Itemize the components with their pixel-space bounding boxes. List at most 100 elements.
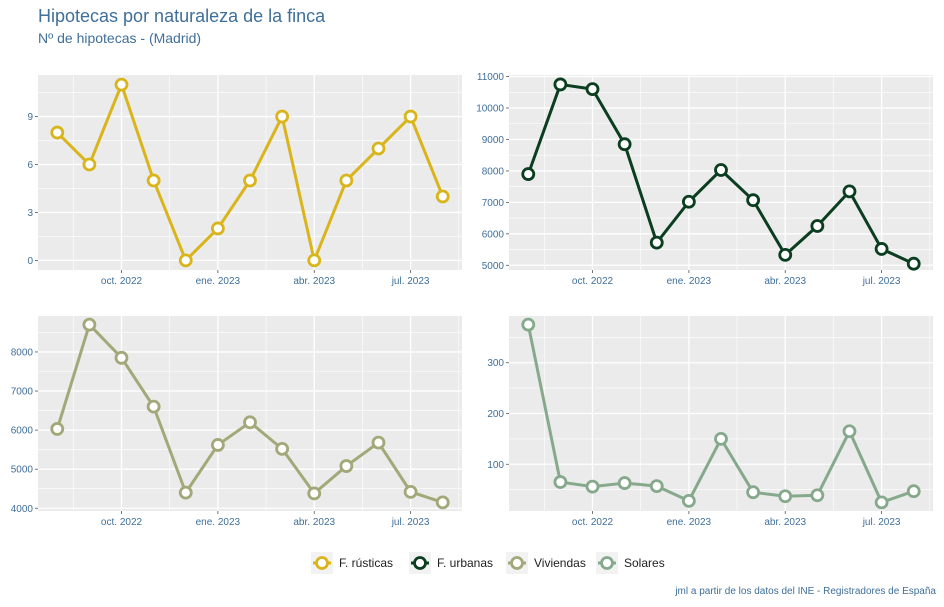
data-point [243,415,257,430]
data-point [275,441,290,456]
y-tick-label: 300 [487,358,504,369]
data-point [210,438,225,452]
panel-2: 5000 6000 7000 8000 9000 10000 11000 oct. 2022 e… [476,72,933,287]
data-point [146,173,161,188]
legend-label: F. rústicas [339,556,393,570]
y-tick-label: 9 [27,112,33,123]
panel-background [38,316,462,511]
data-point [307,253,322,268]
data-point [275,109,290,124]
data-point [178,253,193,268]
y-tick-label: 8000 [482,166,505,177]
data-point [681,493,696,508]
x-tick-label: ene. 2023 [196,517,241,528]
chart-caption: jml a partir de los datos del INE - Regi… [675,586,936,597]
data-point [649,235,664,250]
data-point [371,435,386,450]
x-tick-label: ene. 2023 [196,276,241,287]
data-point [243,173,257,188]
data-point [403,109,418,124]
data-point [339,173,354,188]
data-point [553,475,568,489]
data-point [585,82,600,97]
x-tick-label: ene. 2023 [667,276,712,287]
y-tick-label: 6000 [11,426,34,437]
data-point [521,317,536,332]
x-tick-label: abr. 2023 [764,276,806,287]
legend-label: Solares [624,556,665,570]
x-tick-label: abr. 2023 [293,276,335,287]
data-point [842,184,857,199]
x-tick-label: jul. 2023 [862,276,901,287]
y-tick-label: 7000 [11,387,34,398]
legend-item: F. rústicas [311,552,393,574]
y-tick-label: 5000 [11,465,34,476]
legend: F. rústicas F. urbanas Viviendas Solares [311,552,665,574]
data-point [82,317,97,332]
x-tick-label: abr. 2023 [764,517,806,528]
y-tick-label: 10000 [476,104,504,115]
y-tick-label: 7000 [482,198,505,209]
data-point [146,399,161,414]
data-point [521,167,536,181]
legend-key-point [510,556,524,570]
x-tick-label: oct. 2022 [101,276,143,287]
y-tick-label: 8000 [11,347,34,358]
data-point [778,489,793,504]
y-tick-label: 6 [27,160,33,171]
legend-key-point [315,556,329,570]
panel-3: 4000 5000 6000 7000 8000 oct. 2022 ene. 2023 ab… [11,316,462,528]
data-point [649,479,664,494]
data-point [746,485,761,500]
data-point [50,422,65,436]
legend-label: Viviendas [534,556,586,570]
x-tick-label: oct. 2022 [572,276,614,287]
data-point [435,495,450,510]
x-tick-label: jul. 2023 [391,517,430,528]
panel-4: 100 200 300 oct. 2022 ene. 2023 abr. 2023 jul.… [487,316,933,528]
y-tick-label: 11000 [477,72,505,83]
data-point [114,77,129,92]
legend-item: F. urbanas [409,552,493,574]
panel-background [38,75,462,270]
y-tick-label: 3 [27,208,33,219]
data-point [50,125,65,140]
chart-title: Hipotecas por naturaleza de la finca [38,6,326,26]
y-tick-label: 100 [487,460,504,471]
chart-subtitle: Nº de hipotecas - (Madrid) [38,30,202,46]
data-point [617,137,632,152]
data-point [617,476,632,490]
data-point [178,485,193,500]
legend-key-point [600,556,614,570]
data-point [906,256,921,271]
data-point [585,479,600,494]
data-point [82,157,97,172]
x-tick-label: oct. 2022 [101,517,143,528]
y-tick-label: 9000 [482,135,505,146]
y-tick-label: 4000 [11,504,34,515]
data-point [553,77,568,92]
legend-key-point [413,556,427,570]
x-tick-label: oct. 2022 [572,517,614,528]
x-tick-label: ene. 2023 [667,517,712,528]
data-point [339,459,354,473]
data-point [810,219,825,233]
data-point [810,488,825,503]
panel-1: 0 3 6 9 oct. 2022 ene. 2023 abr. 2023 jul. 2023 [27,75,462,287]
data-point [371,141,386,156]
y-tick-label: 0 [27,256,33,267]
data-point [874,242,889,256]
data-point [714,163,728,177]
x-tick-label: jul. 2023 [862,517,901,528]
data-point [435,189,450,204]
y-tick-label: 6000 [482,229,505,240]
data-point [714,431,728,446]
legend-item: Solares [596,552,665,574]
data-point [842,424,857,439]
x-tick-label: abr. 2023 [293,517,335,528]
x-tick-label: jul. 2023 [391,276,430,287]
data-point [906,484,921,499]
legend-item: Viviendas [506,552,586,574]
data-point [778,248,793,262]
